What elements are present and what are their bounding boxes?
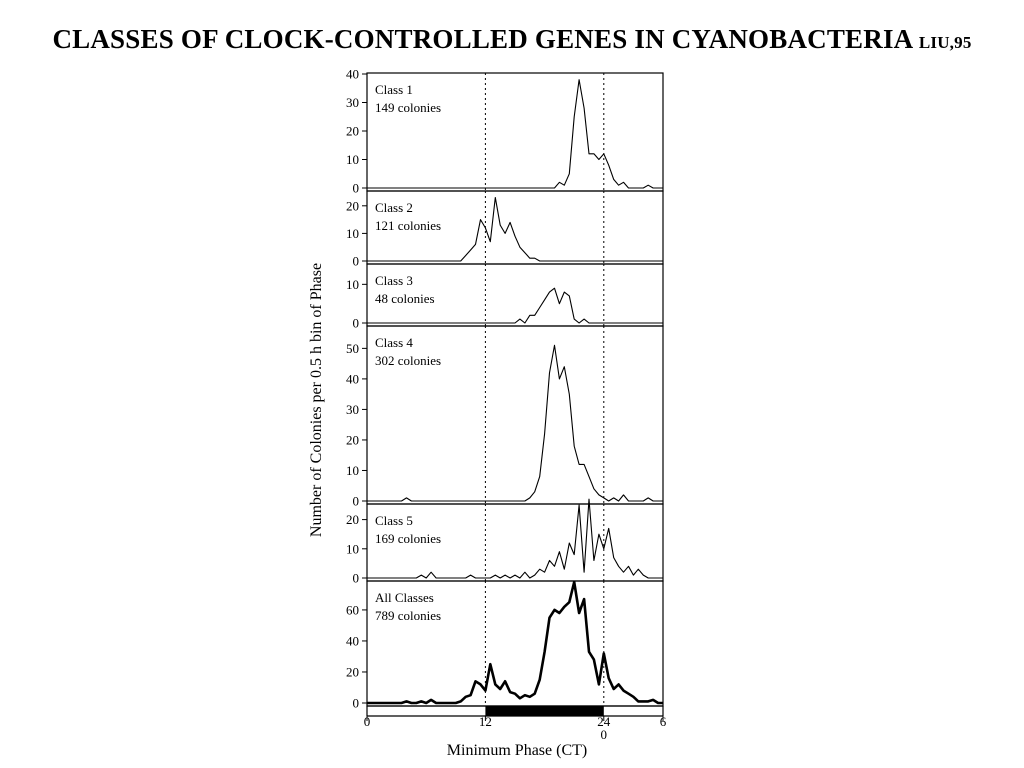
y-tick-label: 20 (346, 432, 359, 447)
x-axis-label: Minimum Phase (CT) (447, 742, 587, 759)
y-tick-label: 50 (346, 341, 359, 356)
y-tick-label: 20 (346, 512, 359, 527)
y-tick-label: 0 (353, 254, 360, 269)
series-line (367, 287, 663, 324)
x-axis: 0 12 24 6 0 (364, 705, 667, 742)
panel-colony-count: 789 colonies (375, 608, 441, 623)
y-tick-label: 0 (353, 494, 360, 509)
panel-colony-count: 121 colonies (375, 218, 441, 233)
panel-label: Class 5 (375, 513, 413, 528)
y-tick-label: 20 (346, 664, 359, 679)
series-line (367, 580, 663, 705)
y-tick-label: 10 (346, 152, 359, 167)
y-axis-label: Number of Colonies per 0.5 h bin of Phas… (308, 263, 325, 537)
panel-label: Class 1 (375, 82, 413, 97)
y-tick-label: 10 (346, 277, 359, 292)
x-tick-label: 6 (660, 714, 667, 729)
x-tick-label: 24 (597, 714, 611, 729)
x-tick-sublabel: 0 (601, 727, 608, 742)
panel-4: 0 10 20 30 40 50 Class 4 302 colonies (346, 325, 664, 509)
y-tick-label: 60 (346, 602, 359, 617)
y-tick-label: 30 (346, 95, 359, 110)
y-tick-label: 40 (346, 633, 359, 648)
title-text: CLASSES OF CLOCK-CONTROLLED GENES IN CYA… (52, 24, 912, 54)
dark-phase-bar (485, 706, 604, 716)
panel-3: 0 10 Class 3 48 colonies (346, 263, 664, 331)
panel-5: 0 10 20 Class 5 169 colonies (346, 498, 664, 586)
series-line (367, 196, 663, 262)
panel-colony-count: 169 colonies (375, 531, 441, 546)
y-tick-label: 30 (346, 402, 359, 417)
y-tick-label: 20 (346, 124, 359, 139)
panel-2: 0 10 20 Class 2 121 colonies (346, 190, 664, 269)
y-tick-label: 10 (346, 541, 359, 556)
y-tick-label: 40 (346, 371, 359, 386)
y-tick-label: 10 (346, 226, 359, 241)
panel-label: All Classes (375, 590, 434, 605)
panel-colony-count: 302 colonies (375, 353, 441, 368)
panel-colony-count: 149 colonies (375, 100, 441, 115)
panel-label: Class 3 (375, 273, 413, 288)
y-tick-label: 0 (353, 181, 360, 196)
y-tick-label: 20 (346, 198, 359, 213)
y-tick-label: 0 (353, 696, 360, 711)
panel-6: 0 20 40 60 All Classes 789 colonies (346, 580, 664, 711)
x-tick-label: 0 (364, 714, 371, 729)
y-tick-label: 0 (353, 316, 360, 331)
y-tick-label: 40 (346, 67, 359, 82)
panel-label: Class 2 (375, 200, 413, 215)
chart-panels: 0 10 20 30 40 Class 1 149 colonies 0 10 20 Class 2… (346, 67, 664, 711)
panel-1: 0 10 20 30 40 Class 1 149 colonies (346, 67, 664, 196)
title-citation: LIU,95 (918, 33, 972, 52)
panel-colony-count: 48 colonies (375, 291, 435, 306)
panel-label: Class 4 (375, 335, 413, 350)
series-line (367, 79, 663, 189)
x-tick-label: 12 (479, 714, 492, 729)
slide-title: CLASSES OF CLOCK-CONTROLLED GENES IN CYA… (0, 24, 1024, 55)
series-line (367, 498, 663, 579)
y-tick-label: 10 (346, 463, 359, 478)
y-tick-label: 0 (353, 571, 360, 586)
series-line (367, 344, 663, 502)
